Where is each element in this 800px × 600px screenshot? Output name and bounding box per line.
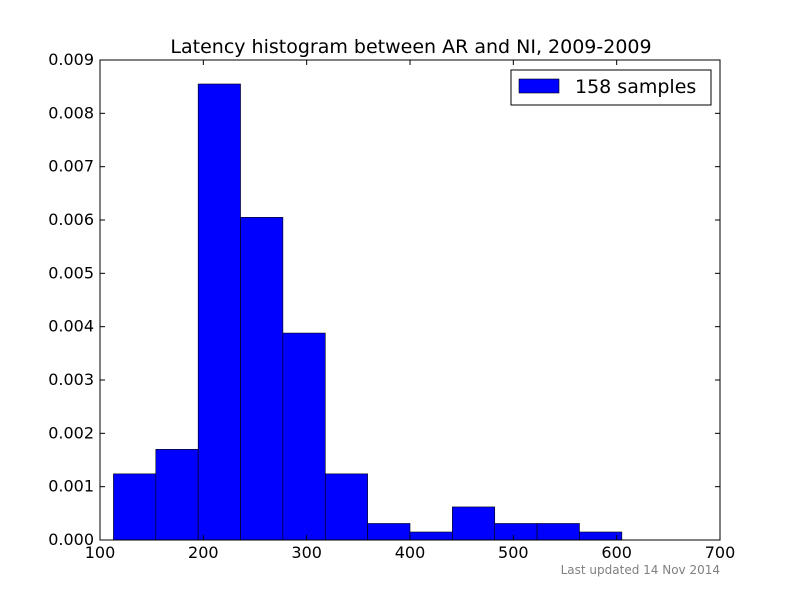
histogram-bar-9 (452, 506, 496, 541)
y-tick-label-0.000: 0.000 (48, 530, 94, 549)
x-tick-label-200: 200 (188, 543, 219, 562)
y-tick-label-0.008: 0.008 (48, 103, 94, 122)
histogram-bar-1 (113, 473, 157, 541)
histogram-bar-11 (536, 523, 580, 541)
y-tick-label-0.007: 0.007 (48, 157, 94, 176)
x-tick-label-300: 300 (291, 543, 322, 562)
x-tick-label-700: 700 (705, 543, 736, 562)
x-tick-label-500: 500 (498, 543, 529, 562)
y-tick-label-0.002: 0.002 (48, 423, 94, 442)
y-tick-label-0.001: 0.001 (48, 477, 94, 496)
legend-swatch (518, 78, 560, 94)
x-tick-label-600: 600 (601, 543, 632, 562)
ticks-group: 100 200 300 400 500 600 700 0.000 0.001 0.002 0.00… (48, 50, 735, 562)
histogram-bar-6 (324, 473, 368, 541)
histogram-bar-12 (579, 531, 623, 541)
x-tick-label-100: 100 (85, 543, 116, 562)
histogram-bar-7 (367, 523, 411, 541)
footer-last-updated: Last updated 14 Nov 2014 (561, 563, 720, 577)
y-tick-label-0.009: 0.009 (48, 50, 94, 69)
bars-group (113, 83, 623, 541)
histogram-bar-3 (197, 83, 241, 541)
y-tick-label-0.003: 0.003 (48, 370, 94, 389)
y-tick-label-0.005: 0.005 (48, 263, 94, 282)
histogram-bar-10 (494, 523, 538, 541)
legend: 158 samples (510, 69, 712, 106)
histogram-bar-8 (409, 531, 453, 541)
x-tick-label-400: 400 (395, 543, 426, 562)
y-tick-label-0.004: 0.004 (48, 317, 94, 336)
histogram-bar-4 (240, 217, 284, 541)
histogram-bar-5 (282, 332, 326, 541)
y-tick-label-0.006: 0.006 (48, 210, 94, 229)
histogram-bar-2 (155, 449, 199, 541)
legend-label: 158 samples (575, 76, 696, 98)
chart-title: Latency histogram between AR and NI, 200… (170, 36, 651, 58)
